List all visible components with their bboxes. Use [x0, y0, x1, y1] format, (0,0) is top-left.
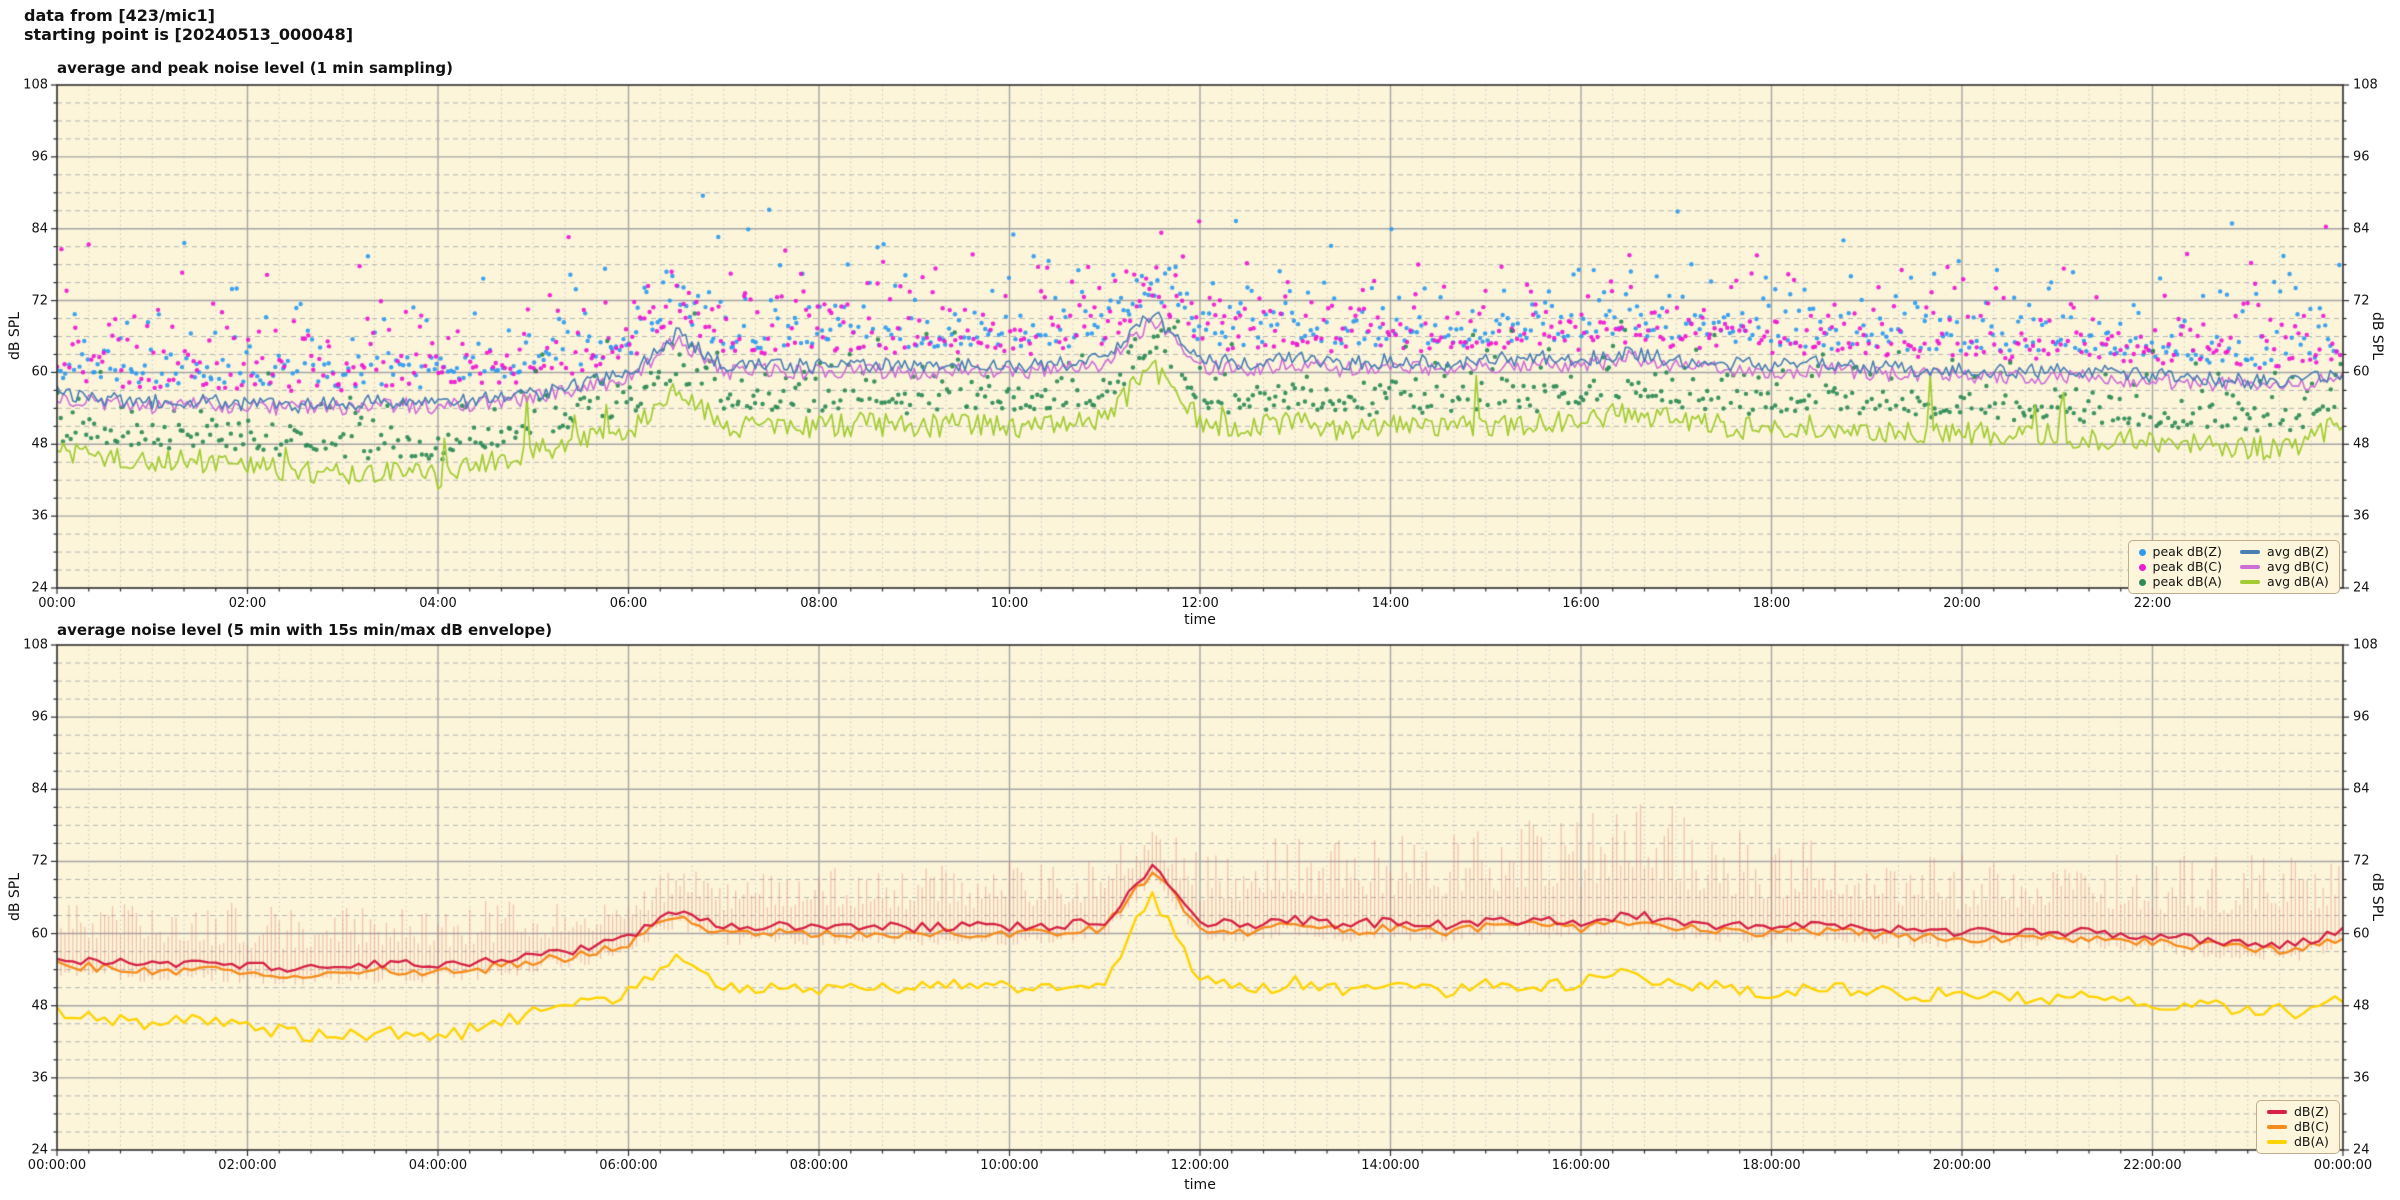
legend-line-swatch — [2240, 565, 2261, 569]
x-tick-label: 08:00 — [800, 596, 838, 611]
legend-label: dB(A) — [2294, 1134, 2329, 1149]
x-tick-label: 02:00:00 — [218, 1158, 277, 1173]
x-tick-label: 18:00 — [1752, 596, 1791, 611]
y-tick-label: 72 — [31, 853, 48, 869]
x-tick-label: 10:00:00 — [980, 1158, 1039, 1173]
legend-label: avg dB(A) — [2267, 574, 2329, 589]
y-tick-label: 96 — [2353, 709, 2370, 725]
y-tick-label: 108 — [2353, 637, 2378, 653]
y-tick-label: 84 — [2353, 221, 2370, 237]
y-tick-label: 36 — [2353, 508, 2370, 524]
x-tick-label: 06:00 — [609, 596, 648, 611]
y-tick-label: 72 — [2353, 293, 2370, 309]
y-tick-label: 48 — [2353, 436, 2370, 452]
top-chart-xlabel: time — [1184, 612, 1216, 628]
legend-item: peak dB(Z) — [2138, 544, 2223, 559]
legend-item: dB(C) — [2267, 1120, 2329, 1134]
legend-item: avg dB(C) — [2240, 560, 2329, 574]
legend-label: peak dB(C) — [2152, 559, 2223, 574]
y-tick-label: 48 — [31, 436, 48, 452]
legend-line-swatch — [2267, 1110, 2287, 1114]
legend-label: dB(Z) — [2294, 1104, 2329, 1119]
y-tick-label: 60 — [31, 926, 48, 942]
y-tick-label: 36 — [31, 1070, 48, 1086]
y-tick-label: 24 — [2353, 580, 2370, 596]
legend-item: avg dB(Z) — [2240, 545, 2329, 559]
y-tick-label: 84 — [31, 221, 48, 237]
legend-label: avg dB(C) — [2267, 559, 2329, 574]
y-tick-label: 96 — [31, 709, 48, 725]
x-tick-label: 20:00:00 — [1932, 1158, 1992, 1173]
x-tick-label: 20:00 — [1943, 596, 1981, 611]
header-line-2: starting point is [20240513_000048] — [24, 25, 354, 44]
x-tick-label: 04:00:00 — [408, 1158, 468, 1173]
legend-line-swatch — [2267, 1140, 2287, 1144]
top-chart-legend: peak dB(Z) avg dB(Z) peak dB(C) avg dB(C) pe… — [2127, 540, 2340, 594]
x-tick-label: 00:00 — [38, 596, 76, 611]
y-tick-label: 60 — [31, 364, 48, 380]
legend-item: avg dB(A) — [2240, 575, 2329, 589]
legend-label: dB(C) — [2294, 1119, 2329, 1134]
y-tick-label: 72 — [2353, 853, 2370, 869]
y-tick-label: 60 — [2353, 926, 2370, 942]
x-tick-label: 12:00:00 — [1170, 1158, 1230, 1173]
top-chart-ylabel-right: dB SPL — [2369, 311, 2385, 361]
x-tick-label: 02:00 — [228, 596, 267, 611]
y-tick-label: 36 — [2353, 1070, 2370, 1086]
legend-label: avg dB(Z) — [2267, 544, 2329, 559]
x-tick-label: 00:00:00 — [27, 1158, 87, 1173]
x-tick-label: 14:00 — [1371, 596, 1410, 611]
x-tick-label: 16:00 — [1562, 596, 1600, 611]
legend-dot-swatch — [2138, 578, 2146, 586]
legend-item: peak dB(A) — [2138, 574, 2223, 589]
top-chart-ylabel-left: dB SPL — [7, 311, 23, 361]
y-tick-label: 108 — [2353, 77, 2378, 93]
legend-line-swatch — [2240, 550, 2261, 554]
y-tick-label: 96 — [2353, 149, 2370, 165]
legend-dot-swatch — [2138, 563, 2146, 571]
legend-item: dB(Z) — [2267, 1105, 2329, 1119]
legend-line-swatch — [2267, 1125, 2287, 1129]
x-tick-label: 06:00:00 — [599, 1158, 658, 1173]
bottom-chart-ylabel-left: dB SPL — [7, 872, 23, 922]
legend-item: peak dB(C) — [2138, 559, 2223, 574]
y-tick-label: 108 — [23, 77, 48, 93]
legend-item: dB(A) — [2267, 1135, 2329, 1149]
bottom-chart-legend: dB(Z) dB(C) dB(A) — [2256, 1100, 2340, 1154]
bottom-chart-title: average noise level (5 min with 15s min/… — [57, 621, 553, 639]
x-tick-label: 22:00:00 — [2123, 1158, 2182, 1173]
bottom-chart-ylabel-right: dB SPL — [2369, 872, 2385, 922]
x-tick-label: 04:00 — [419, 596, 457, 611]
x-tick-label: 14:00:00 — [1361, 1158, 1420, 1173]
y-tick-label: 60 — [2353, 364, 2370, 380]
y-tick-label: 84 — [31, 781, 48, 797]
bottom-chart-xlabel: time — [1184, 1177, 1216, 1193]
y-tick-label: 84 — [2353, 781, 2370, 797]
x-tick-label: 16:00:00 — [1551, 1158, 1611, 1173]
y-tick-label: 48 — [31, 998, 48, 1014]
top-chart-title: average and peak noise level (1 min samp… — [57, 59, 453, 77]
legend-dot-swatch — [2138, 548, 2146, 556]
header-line-1: data from [423/mic1] — [24, 6, 215, 25]
y-tick-label: 96 — [31, 149, 48, 165]
y-tick-label: 24 — [31, 580, 48, 596]
y-tick-label: 48 — [2353, 998, 2370, 1014]
x-tick-label: 18:00:00 — [1742, 1158, 1801, 1173]
y-tick-label: 72 — [31, 293, 48, 309]
y-tick-label: 36 — [31, 508, 48, 524]
legend-label: peak dB(Z) — [2152, 544, 2222, 559]
y-tick-label: 108 — [23, 637, 48, 653]
x-tick-label: 08:00:00 — [789, 1158, 849, 1173]
y-tick-label: 24 — [2353, 1142, 2370, 1158]
y-tick-label: 24 — [31, 1142, 48, 1158]
x-tick-label: 10:00 — [990, 596, 1029, 611]
x-tick-label: 12:00 — [1181, 596, 1219, 611]
legend-line-swatch — [2240, 580, 2261, 584]
legend-label: peak dB(A) — [2152, 574, 2222, 589]
x-tick-label: 22:00 — [2133, 596, 2172, 611]
x-tick-label: 00:00:00 — [2313, 1158, 2373, 1173]
